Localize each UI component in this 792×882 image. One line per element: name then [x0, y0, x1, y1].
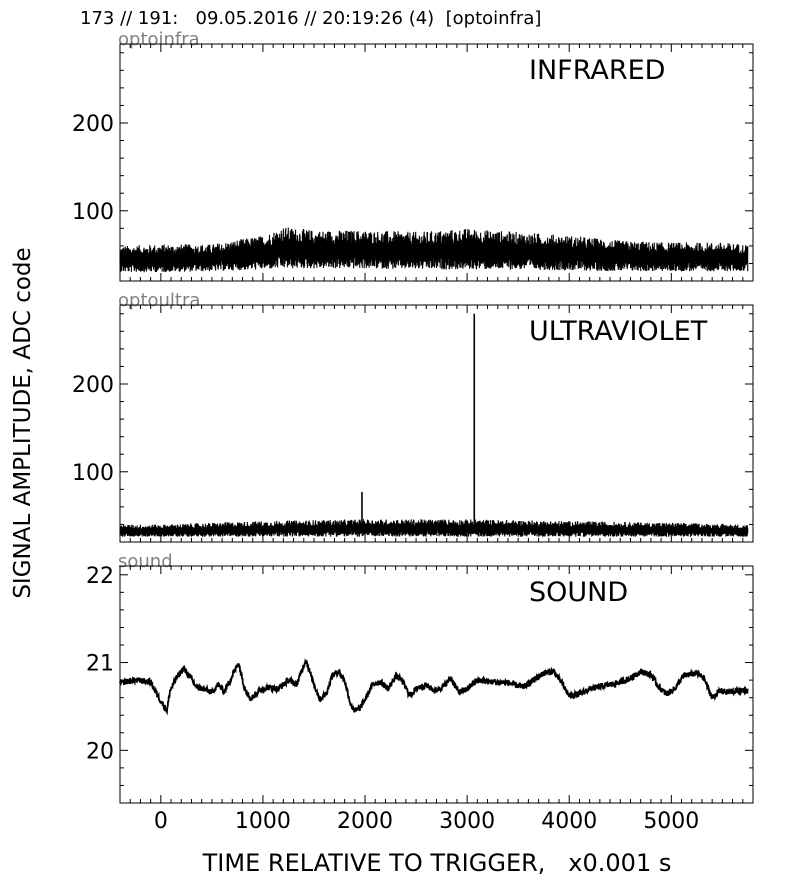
y-axis-label: SIGNAL AMPLITUDE, ADC code: [10, 247, 36, 599]
x-tick-label: 5000: [643, 809, 699, 834]
x-axis-label: TIME RELATIVE TO TRIGGER, x0.001 s: [202, 849, 672, 877]
series-trace-optoultra: [119, 519, 749, 537]
figure-title: 173 // 191: 09.05.2016 // 20:19:26 (4) […: [80, 8, 542, 29]
x-tick-label: 0: [154, 809, 168, 834]
axes-frame-sound: [119, 565, 754, 804]
x-tick-label: 1000: [235, 809, 291, 834]
channel-label-sound: sound: [118, 551, 173, 572]
y-tick-label: 100: [72, 461, 114, 486]
y-tick-label: 21: [86, 652, 114, 677]
y-tick-label: 200: [72, 373, 114, 398]
x-tick-label: 2000: [337, 809, 393, 834]
panel-title-optoinfra: INFRARED: [529, 55, 665, 86]
x-tick-label: 4000: [541, 809, 597, 834]
y-tick-label: 20: [86, 739, 114, 764]
y-tick-label: 200: [72, 112, 114, 137]
series-trace-sound: [119, 658, 749, 716]
y-tick-label: 22: [86, 564, 114, 589]
panel-title-sound: SOUND: [529, 577, 628, 608]
x-tick-label: 3000: [439, 809, 495, 834]
y-tick-label: 100: [72, 200, 114, 225]
panel-title-optoultra: ULTRAVIOLET: [529, 316, 708, 347]
channel-label-optoultra: optoultra: [118, 290, 200, 311]
channel-label-optoinfra: optoinfra: [118, 29, 200, 50]
series-trace-optoinfra: [119, 227, 749, 273]
